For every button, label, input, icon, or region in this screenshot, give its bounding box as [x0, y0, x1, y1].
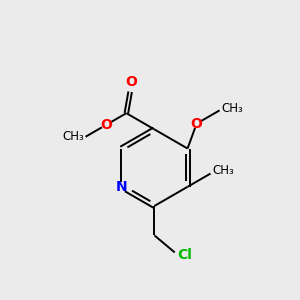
Text: N: N [116, 180, 127, 194]
Text: Cl: Cl [177, 248, 192, 262]
Text: CH₃: CH₃ [212, 164, 234, 177]
Text: CH₃: CH₃ [221, 101, 243, 115]
Text: CH₃: CH₃ [62, 130, 84, 143]
Text: O: O [100, 118, 112, 132]
Text: O: O [125, 75, 137, 89]
Text: O: O [191, 117, 203, 130]
